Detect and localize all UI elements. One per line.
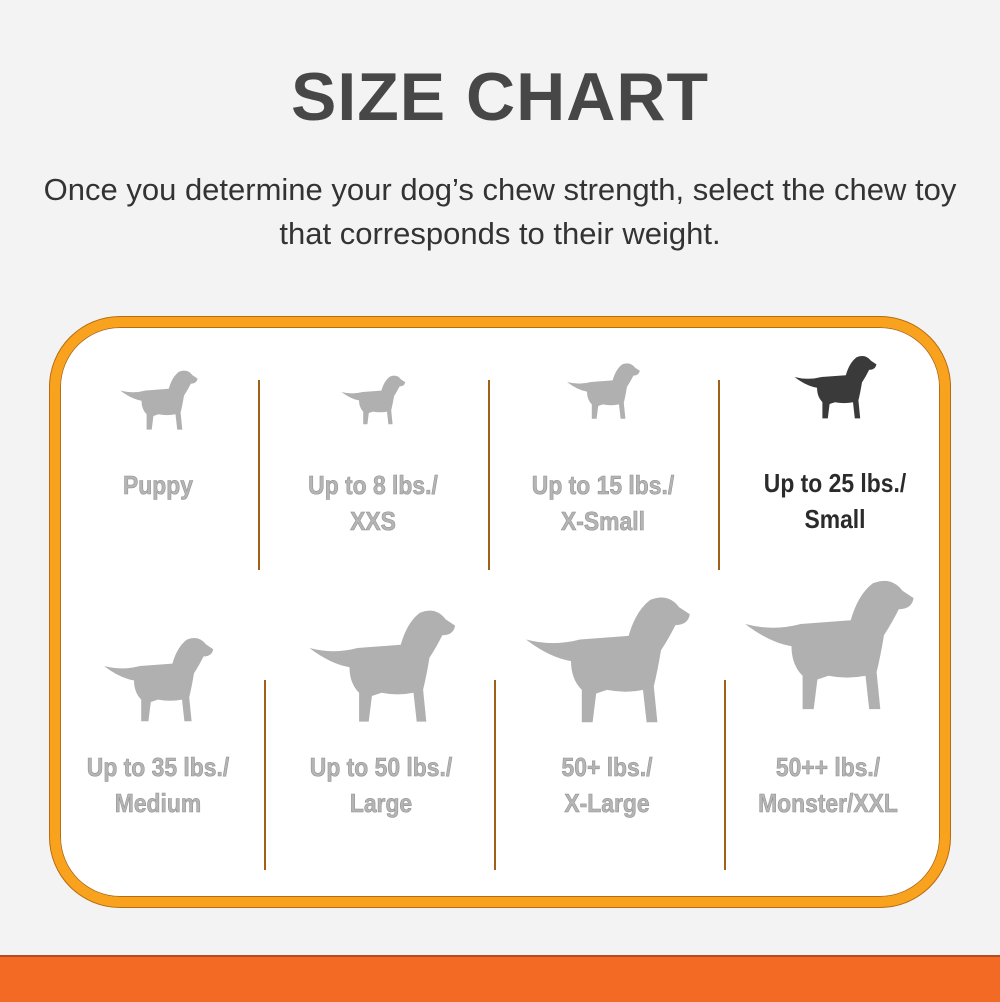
size-label: Medium <box>114 788 202 819</box>
divider <box>488 380 490 570</box>
size-option-large: Up to 50 lbs./ Large <box>271 600 491 821</box>
divider <box>718 380 720 570</box>
size-option-xxs: Up to 8 lbs./ XXS <box>263 368 483 539</box>
great-dane-icon <box>744 580 914 710</box>
bottom-accent-bar <box>0 955 1000 1002</box>
shepherd-icon <box>526 597 690 723</box>
size-option-puppy: Puppy <box>48 365 268 503</box>
size-label: X-Small <box>561 506 645 537</box>
divider <box>724 680 726 870</box>
size-label: X-Large <box>564 788 650 819</box>
size-label: Puppy <box>123 470 193 501</box>
divider <box>258 380 260 570</box>
toy-dog-icon <box>567 363 640 419</box>
size-chart-panel <box>50 317 950 907</box>
size-label: Up to 35 lbs./ <box>86 752 230 783</box>
size-label: XXS <box>350 506 396 537</box>
puppy-icon <box>119 370 198 430</box>
size-option-monster-xxl: 50++ lbs./ Monster/XXL <box>718 555 938 821</box>
size-label: Up to 8 lbs./ <box>308 470 438 501</box>
size-option-x-small: Up to 15 lbs./ X-Small <box>493 345 713 539</box>
size-label: Monster/XXL <box>758 788 898 819</box>
beagle-icon <box>104 638 214 722</box>
size-label: Up to 15 lbs./ <box>531 470 675 501</box>
size-option-small: Up to 25 lbs./ Small <box>725 345 945 537</box>
size-option-medium: Up to 35 lbs./ Medium <box>48 628 268 821</box>
size-label: 50+ lbs./ <box>561 752 653 783</box>
size-label: Large <box>349 788 413 819</box>
size-label: 50++ lbs./ <box>775 752 881 783</box>
size-label: Small <box>804 504 866 534</box>
size-label: Up to 50 lbs./ <box>309 752 453 783</box>
retriever-icon <box>309 610 455 722</box>
chihuahua-icon <box>341 375 406 425</box>
size-option-x-large: 50+ lbs./ X-Large <box>497 585 717 821</box>
subtitle: Once you determine your dog’s chew stren… <box>43 172 957 251</box>
divider <box>264 680 266 870</box>
page-title: SIZE CHART <box>291 59 709 135</box>
divider <box>494 680 496 870</box>
terrier-icon <box>794 356 877 419</box>
size-label: Up to 25 lbs./ <box>763 468 907 498</box>
